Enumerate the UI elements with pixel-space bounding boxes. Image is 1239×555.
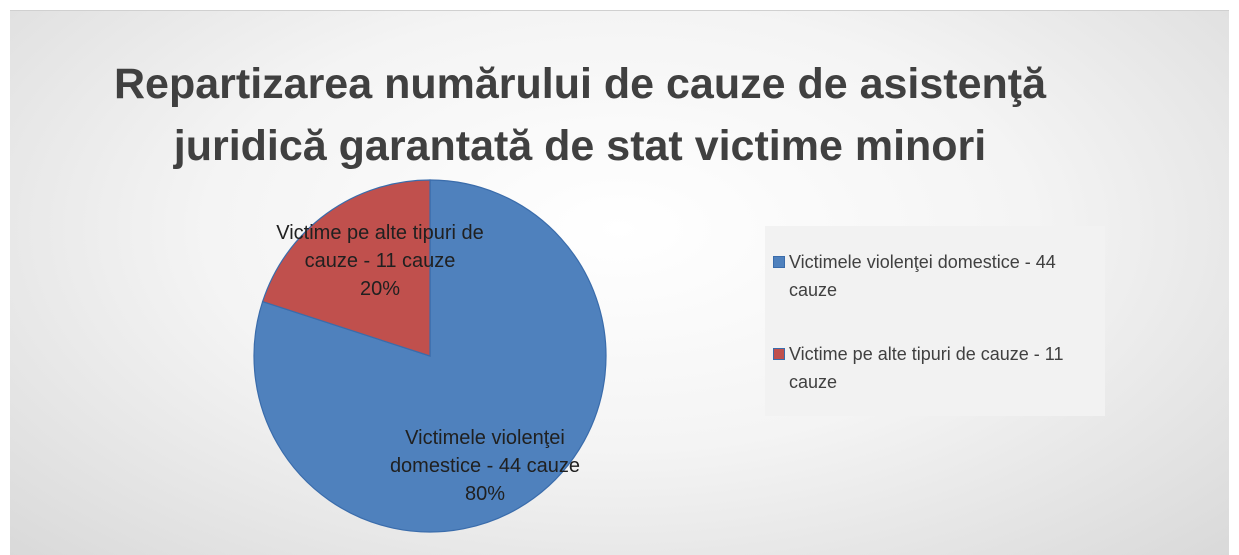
legend-item: Victime pe alte tipuri de cauze - 11 cau…	[773, 340, 1098, 396]
data-label-category: Victime pe alte tipuri de cauze - 11 cau…	[276, 222, 484, 272]
chart-title: Repartizarea numărului de cauze de asist…	[114, 60, 1046, 170]
data-label-category: Victimele violenţei domestice - 44 cauze	[389, 427, 581, 477]
legend: Victimele violenţei domestice - 44 cauze…	[765, 226, 1105, 416]
pie-slice	[253, 179, 607, 533]
pie-slice	[261, 179, 431, 357]
legend-swatch	[773, 348, 785, 360]
data-label-value: 20%	[359, 278, 401, 300]
legend-item: Victimele violenţei domestice - 44 cauze	[773, 248, 1098, 304]
data-label: Victimele violenţei domestice - 44 cauze…	[360, 424, 610, 508]
legend-swatch	[773, 256, 785, 268]
legend-label: Victimele violenţei domestice - 44 cauze	[789, 252, 1056, 300]
chart: Repartizarea numărului de cauze de asist…	[10, 10, 1229, 555]
legend-label: Victime pe alte tipuri de cauze - 11 cau…	[789, 344, 1064, 392]
pie	[253, 179, 607, 533]
data-label: Victime pe alte tipuri de cauze - 11 cau…	[255, 219, 505, 303]
data-label-value: 80%	[464, 483, 506, 505]
